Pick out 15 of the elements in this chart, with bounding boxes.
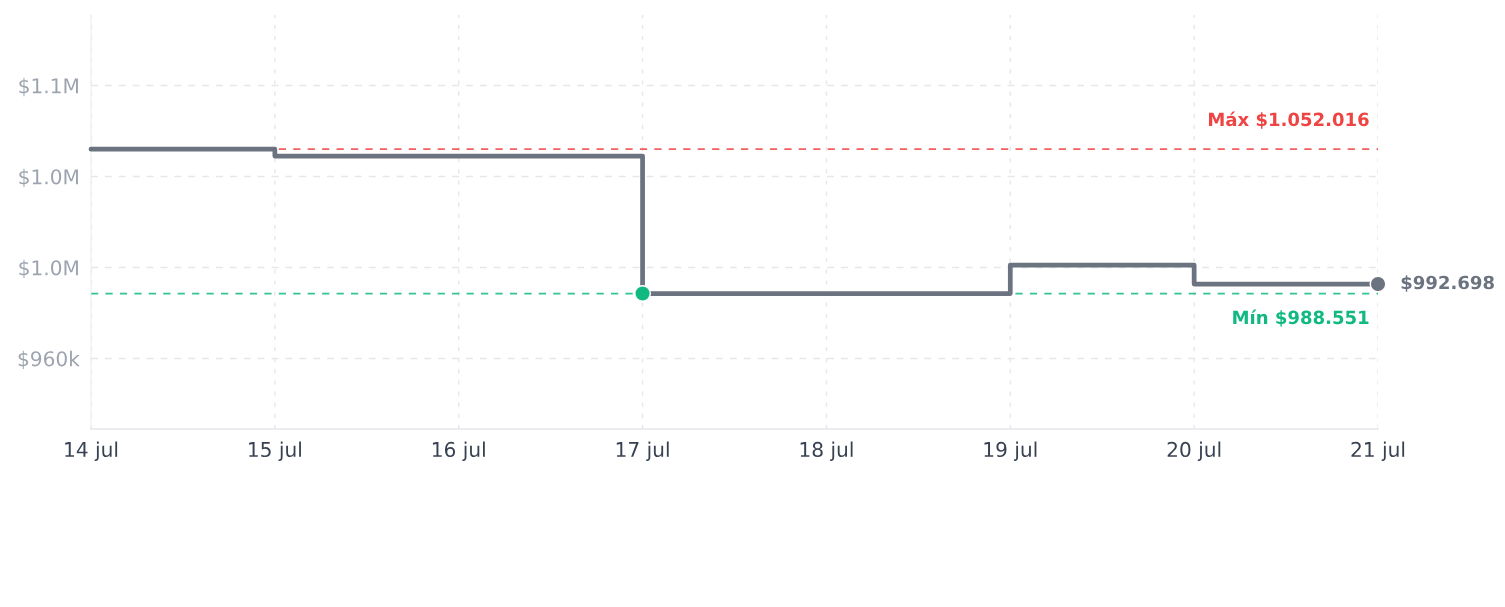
x-tick-label: 20 jul xyxy=(1167,441,1221,461)
x-tick-label: 21 jul xyxy=(1351,441,1405,461)
y-tick-label: $960k xyxy=(18,350,80,370)
y-tick-label: $1.1M xyxy=(19,77,78,97)
y-tick-label: $1.0M xyxy=(19,168,78,188)
y-tick-label: $1.0M xyxy=(19,259,78,279)
x-tick-label: 14 jul xyxy=(65,441,118,461)
x-tick-label: 19 jul xyxy=(984,441,1037,461)
ref-line-label: Máx $1.052.016 xyxy=(1209,111,1369,129)
ref-line-label: Mín $988.551 xyxy=(1233,309,1369,327)
x-tick-label: 15 jul xyxy=(249,441,301,461)
x-tick-label: 17 jul xyxy=(616,441,669,461)
x-tick-label: 16 jul xyxy=(432,441,485,461)
annotation: $992.698 xyxy=(1401,275,1494,292)
x-tick-label: 18 jul xyxy=(800,441,853,461)
